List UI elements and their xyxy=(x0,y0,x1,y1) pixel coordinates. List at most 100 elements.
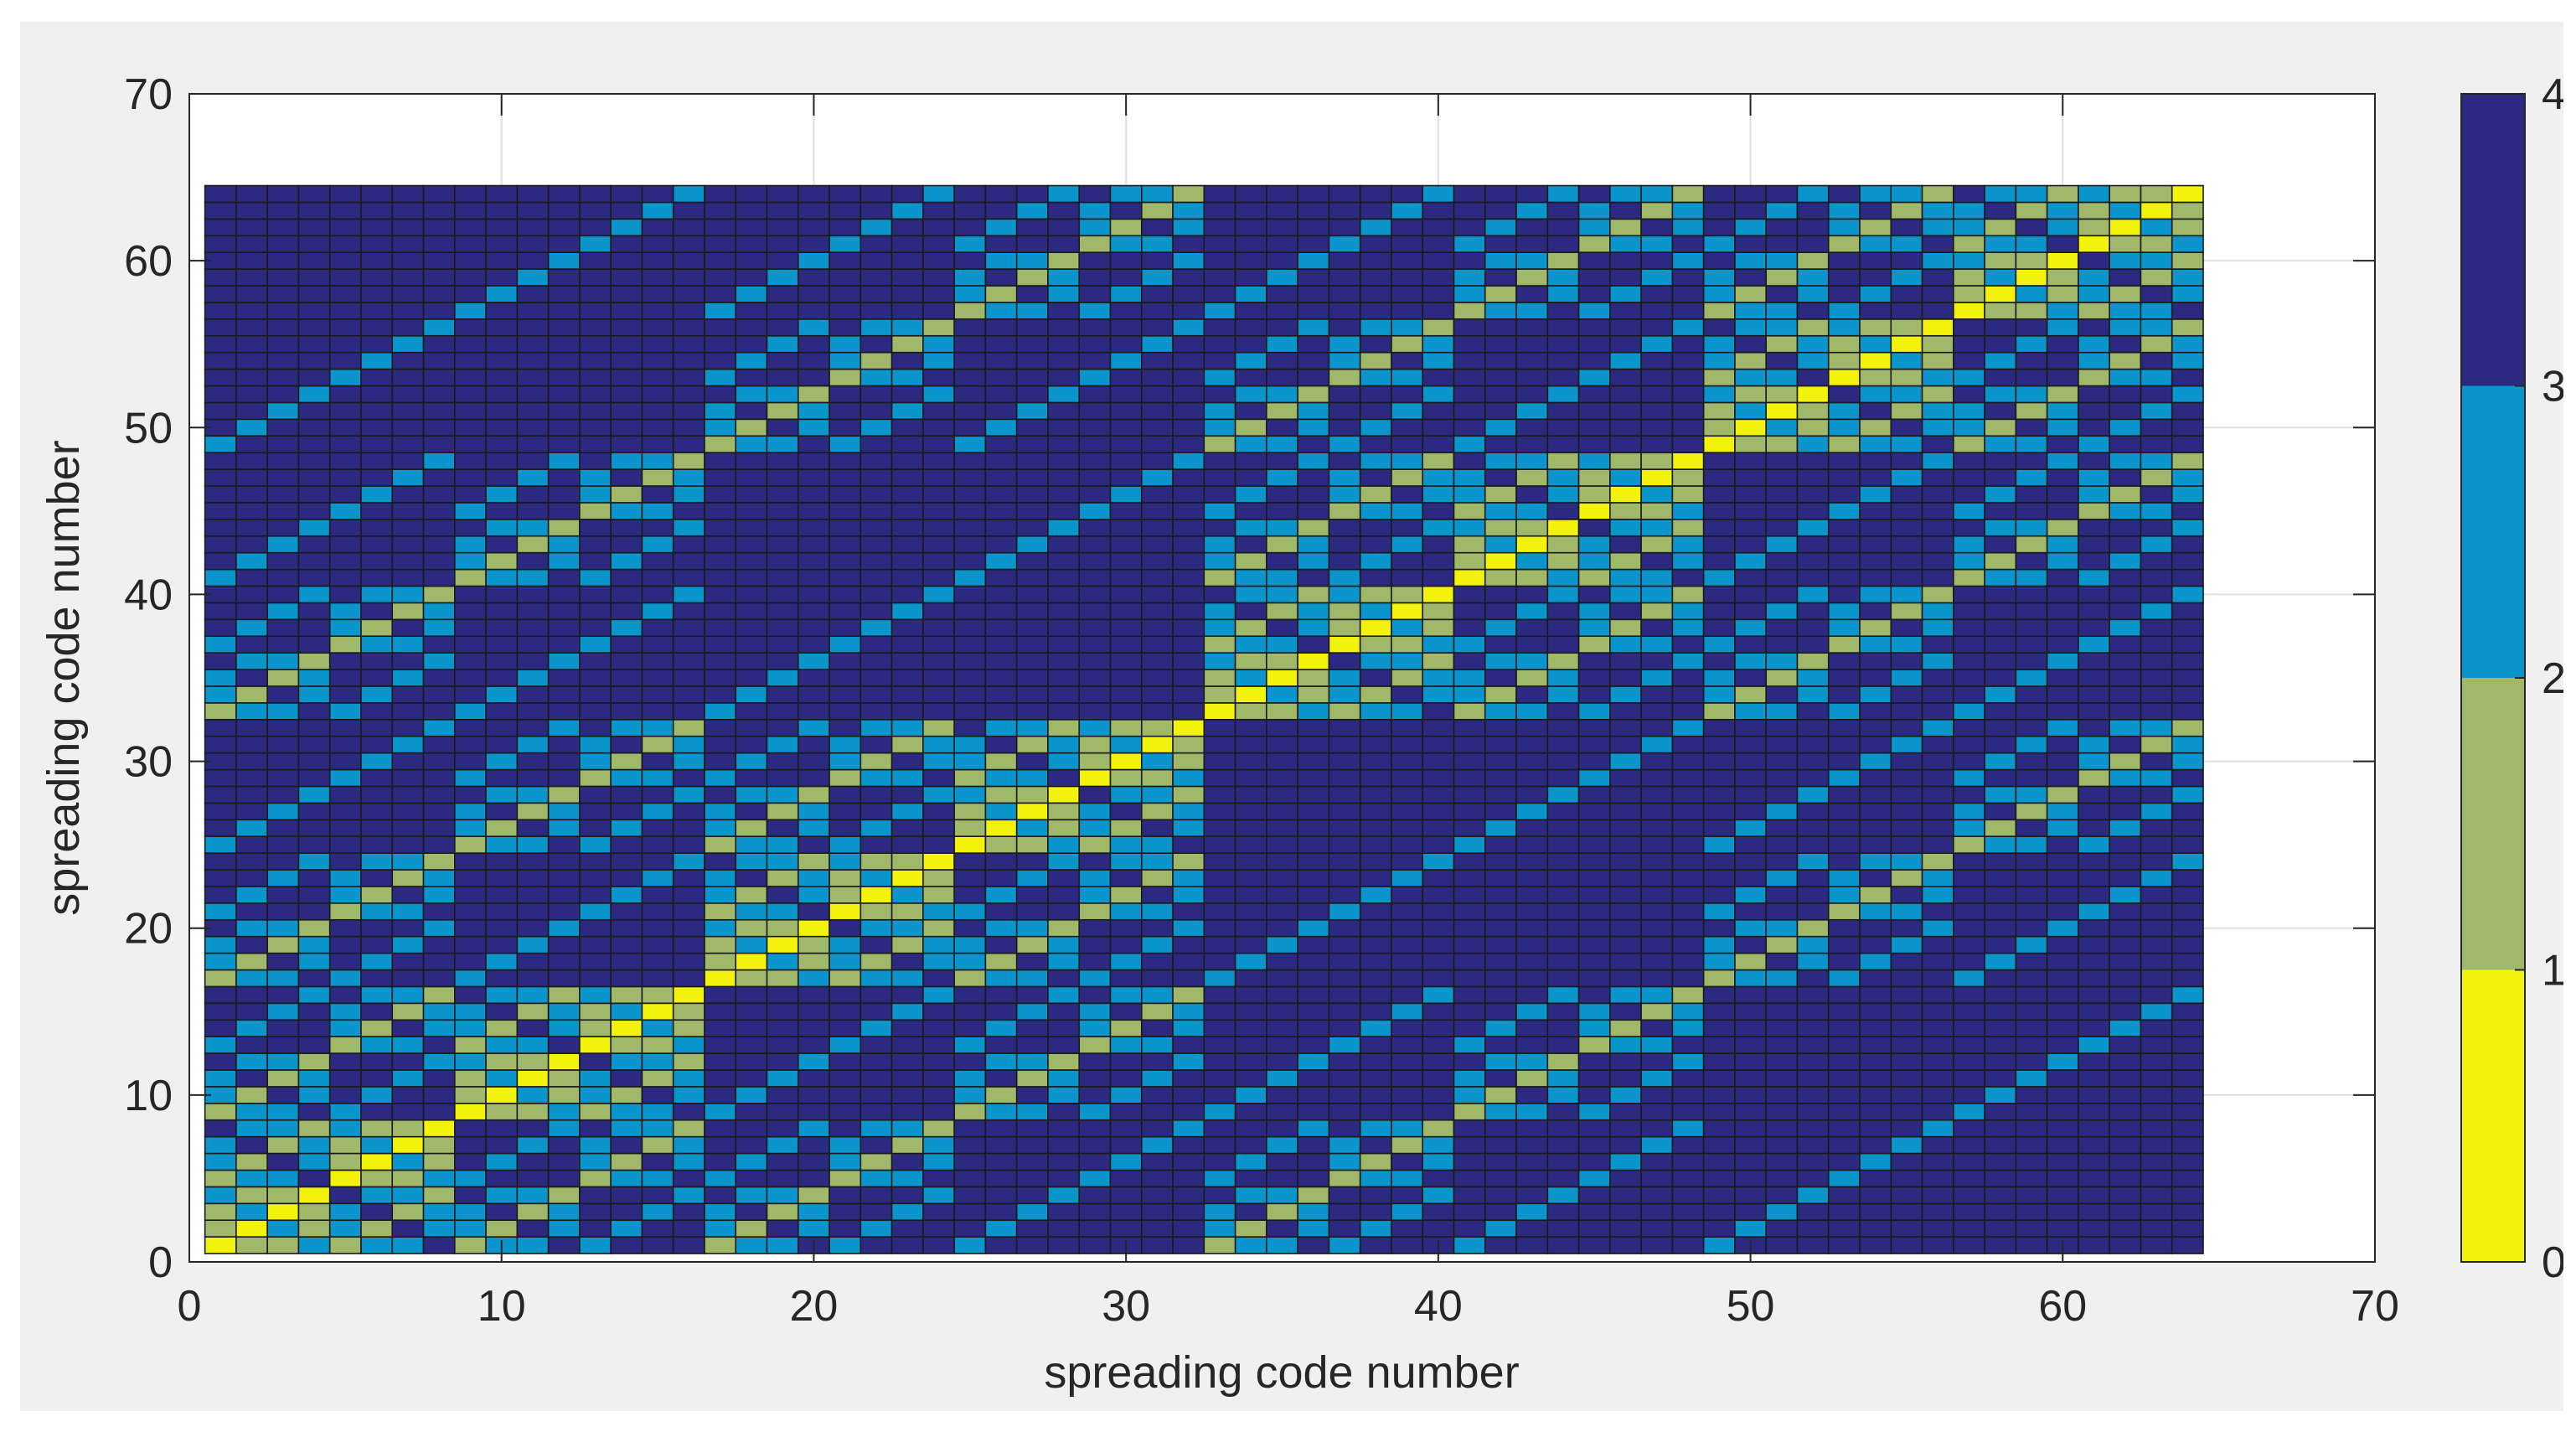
heatmap-cell xyxy=(641,418,674,437)
heatmap-cell xyxy=(1422,452,1455,470)
heatmap-cell xyxy=(1859,702,1892,721)
heatmap-cell xyxy=(360,1152,394,1171)
heatmap-cell xyxy=(984,618,1018,638)
heatmap-cell xyxy=(1453,585,1486,604)
heatmap-cell xyxy=(1921,652,1954,670)
heatmap-cell xyxy=(641,502,674,520)
heatmap-cell xyxy=(1796,251,1830,270)
heatmap-cell xyxy=(1015,1086,1049,1104)
heatmap-cell xyxy=(328,635,362,654)
heatmap-cell xyxy=(1827,785,1861,804)
heatmap-cell xyxy=(485,819,519,837)
heatmap-cell xyxy=(1827,1119,1861,1138)
heatmap-cell xyxy=(829,218,862,237)
heatmap-cell xyxy=(766,869,799,887)
heatmap-cell xyxy=(204,201,237,220)
heatmap-cell xyxy=(1921,318,1954,337)
heatmap-cell xyxy=(1515,468,1549,487)
heatmap-cell xyxy=(1671,652,1705,670)
heatmap-cell xyxy=(1953,351,1985,370)
heatmap-cell xyxy=(1859,718,1892,737)
heatmap-cell xyxy=(485,1002,519,1021)
heatmap-cell xyxy=(1015,718,1049,737)
heatmap-cell xyxy=(1109,1103,1143,1121)
heatmap-cell xyxy=(1140,1036,1174,1054)
heatmap-cell xyxy=(2015,585,2048,604)
heatmap-cell xyxy=(953,902,987,921)
heatmap-cell xyxy=(704,819,737,837)
heatmap-cell xyxy=(610,969,643,988)
heatmap-cell xyxy=(235,334,268,354)
heatmap-cell xyxy=(1266,468,1298,487)
heatmap-cell xyxy=(485,602,519,621)
heatmap-cell xyxy=(1609,285,1642,303)
heatmap-cell xyxy=(735,418,768,437)
heatmap-cell xyxy=(485,1186,519,1205)
heatmap-cell xyxy=(1577,902,1611,921)
heatmap-cell xyxy=(1047,318,1081,337)
heatmap-cell xyxy=(1015,819,1049,837)
heatmap-cell xyxy=(1702,1119,1736,1138)
heatmap-cell xyxy=(2171,902,2204,921)
heatmap-cell xyxy=(547,452,581,470)
heatmap-cell xyxy=(641,568,674,587)
heatmap-cell xyxy=(1078,385,1112,404)
heatmap-cell xyxy=(204,1002,237,1021)
heatmap-cell xyxy=(1671,535,1705,554)
heatmap-cell xyxy=(2046,618,2079,638)
heatmap-cell xyxy=(1953,1169,1985,1188)
heatmap-cell xyxy=(1047,618,1081,638)
heatmap-cell xyxy=(1172,1036,1205,1054)
colorbar-segment xyxy=(2461,385,2525,678)
heatmap-cell xyxy=(1297,1086,1330,1104)
heatmap-cell xyxy=(1234,785,1267,804)
heatmap-cell xyxy=(235,969,268,988)
heatmap-cell xyxy=(1515,1135,1549,1155)
heatmap-cell xyxy=(266,1052,300,1071)
heatmap-cell xyxy=(953,852,987,871)
heatmap-cell xyxy=(766,401,799,421)
heatmap-cell xyxy=(984,669,1018,687)
heatmap-cell xyxy=(1546,1069,1580,1088)
heatmap-cell xyxy=(1765,785,1799,804)
heatmap-cell xyxy=(829,918,862,938)
heatmap-cell xyxy=(1266,385,1298,404)
heatmap-cell xyxy=(266,251,300,270)
heatmap-cell xyxy=(204,368,237,387)
heatmap-cell xyxy=(1827,752,1861,771)
heatmap-cell xyxy=(1422,502,1455,520)
heatmap-cell xyxy=(2046,519,2079,537)
heatmap-cell xyxy=(797,1086,830,1104)
heatmap-cell xyxy=(984,302,1018,320)
heatmap-cell xyxy=(2140,251,2173,270)
heatmap-cell xyxy=(1609,618,1642,638)
heatmap-cell xyxy=(1515,351,1549,370)
heatmap-cell xyxy=(1297,468,1330,487)
heatmap-cell xyxy=(1702,184,1736,204)
heatmap-cell xyxy=(1359,568,1392,587)
heatmap-cell xyxy=(360,201,394,220)
heatmap-cell xyxy=(360,768,394,788)
heatmap-cell xyxy=(1078,1086,1112,1104)
heatmap-cell xyxy=(2171,1186,2204,1205)
heatmap-cell xyxy=(2078,1086,2110,1104)
heatmap-cell xyxy=(1297,334,1330,354)
heatmap-cell xyxy=(1702,1135,1736,1155)
heatmap-cell xyxy=(328,218,362,237)
heatmap-cell xyxy=(516,869,550,887)
heatmap-cell xyxy=(704,1002,737,1021)
heatmap-cell xyxy=(1453,819,1486,837)
heatmap-cell xyxy=(2109,635,2142,654)
heatmap-cell xyxy=(1109,1152,1143,1171)
heatmap-cell xyxy=(266,602,300,621)
heatmap-cell xyxy=(1109,251,1143,270)
heatmap-cell xyxy=(984,401,1018,421)
heatmap-cell xyxy=(1609,1236,1642,1254)
heatmap-cell xyxy=(735,1135,768,1155)
heatmap-cell xyxy=(984,1103,1018,1121)
heatmap-cell xyxy=(204,985,237,1005)
heatmap-cell xyxy=(1984,702,2017,721)
heatmap-cell xyxy=(1015,1019,1049,1037)
heatmap-cell xyxy=(1734,935,1768,954)
heatmap-cell xyxy=(641,669,674,687)
